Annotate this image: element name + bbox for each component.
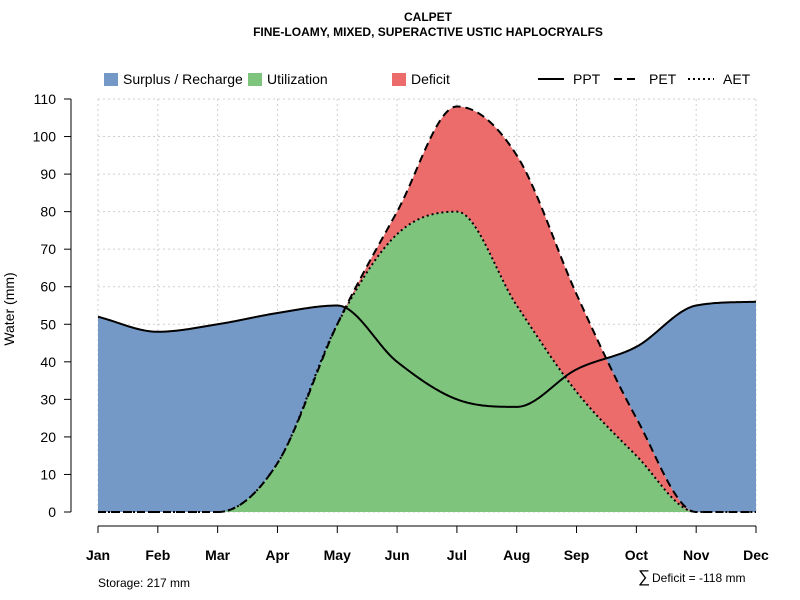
deficit-area: [98, 106, 756, 512]
x-tick-label: Feb: [145, 547, 170, 563]
y-tick-label: 40: [40, 354, 56, 370]
x-tick-label: Nov: [683, 547, 710, 563]
y-tick-label: 110: [34, 91, 57, 107]
legend-label: Utilization: [267, 71, 328, 87]
y-tick-label: 80: [40, 204, 56, 220]
deficit-sum-symbol: ∑: [638, 567, 650, 586]
y-tick-label: 20: [40, 429, 56, 445]
x-tick-label: Mar: [205, 547, 230, 563]
x-tick-label: Sep: [564, 547, 590, 563]
x-tick-label: Aug: [503, 547, 530, 563]
area-fills: [98, 106, 756, 512]
storage-note: Storage: 217 mm: [98, 576, 190, 590]
x-tick-label: Jan: [86, 547, 110, 563]
chart-subtitle: FINE-LOAMY, MIXED, SUPERACTIVE USTIC HAP…: [253, 25, 603, 39]
x-tick-label: Jul: [447, 547, 467, 563]
legend-label: PET: [649, 71, 677, 87]
legend-swatch: [104, 73, 118, 86]
x-tick-label: Apr: [265, 547, 290, 563]
legend-swatch: [392, 73, 406, 86]
axes: 0 10 20 30 40 50 60 70 80 90 100 110 Jan Feb Mar Apr May…: [33, 91, 769, 563]
y-tick-label: 0: [48, 504, 56, 520]
utilization-area: [98, 211, 756, 512]
series-line-pet: [98, 105, 756, 513]
legend-label: Surplus / Recharge: [123, 71, 243, 87]
legend-label: Deficit: [411, 71, 450, 87]
series-lines: [97, 105, 757, 513]
y-axis-title: Water (mm): [1, 272, 17, 345]
y-tick-label: 50: [40, 316, 56, 332]
legend-label: PPT: [573, 71, 601, 87]
y-tick-label: 90: [40, 166, 56, 182]
legend: Surplus / Recharge Utilization Deficit PPT P…: [104, 71, 751, 87]
deficit-note: Deficit = -118 mm: [652, 571, 745, 585]
chart-title: CALPET: [404, 10, 453, 24]
y-tick-label: 60: [40, 279, 56, 295]
x-tick-label: Jun: [385, 547, 410, 563]
y-tick-label: 30: [40, 391, 56, 407]
series-line-ppt: [97, 300, 757, 408]
legend-swatch: [248, 73, 262, 86]
series-line-aet: [98, 210, 756, 513]
x-tick-label: Dec: [743, 547, 769, 563]
y-tick-label: 100: [33, 129, 57, 145]
x-tick-label: Oct: [625, 547, 649, 563]
surplus-recharge-area: [98, 106, 756, 512]
y-tick-label: 70: [40, 241, 56, 257]
legend-label: AET: [723, 71, 751, 87]
x-tick-label: May: [324, 547, 351, 563]
y-tick-label: 10: [40, 466, 56, 482]
